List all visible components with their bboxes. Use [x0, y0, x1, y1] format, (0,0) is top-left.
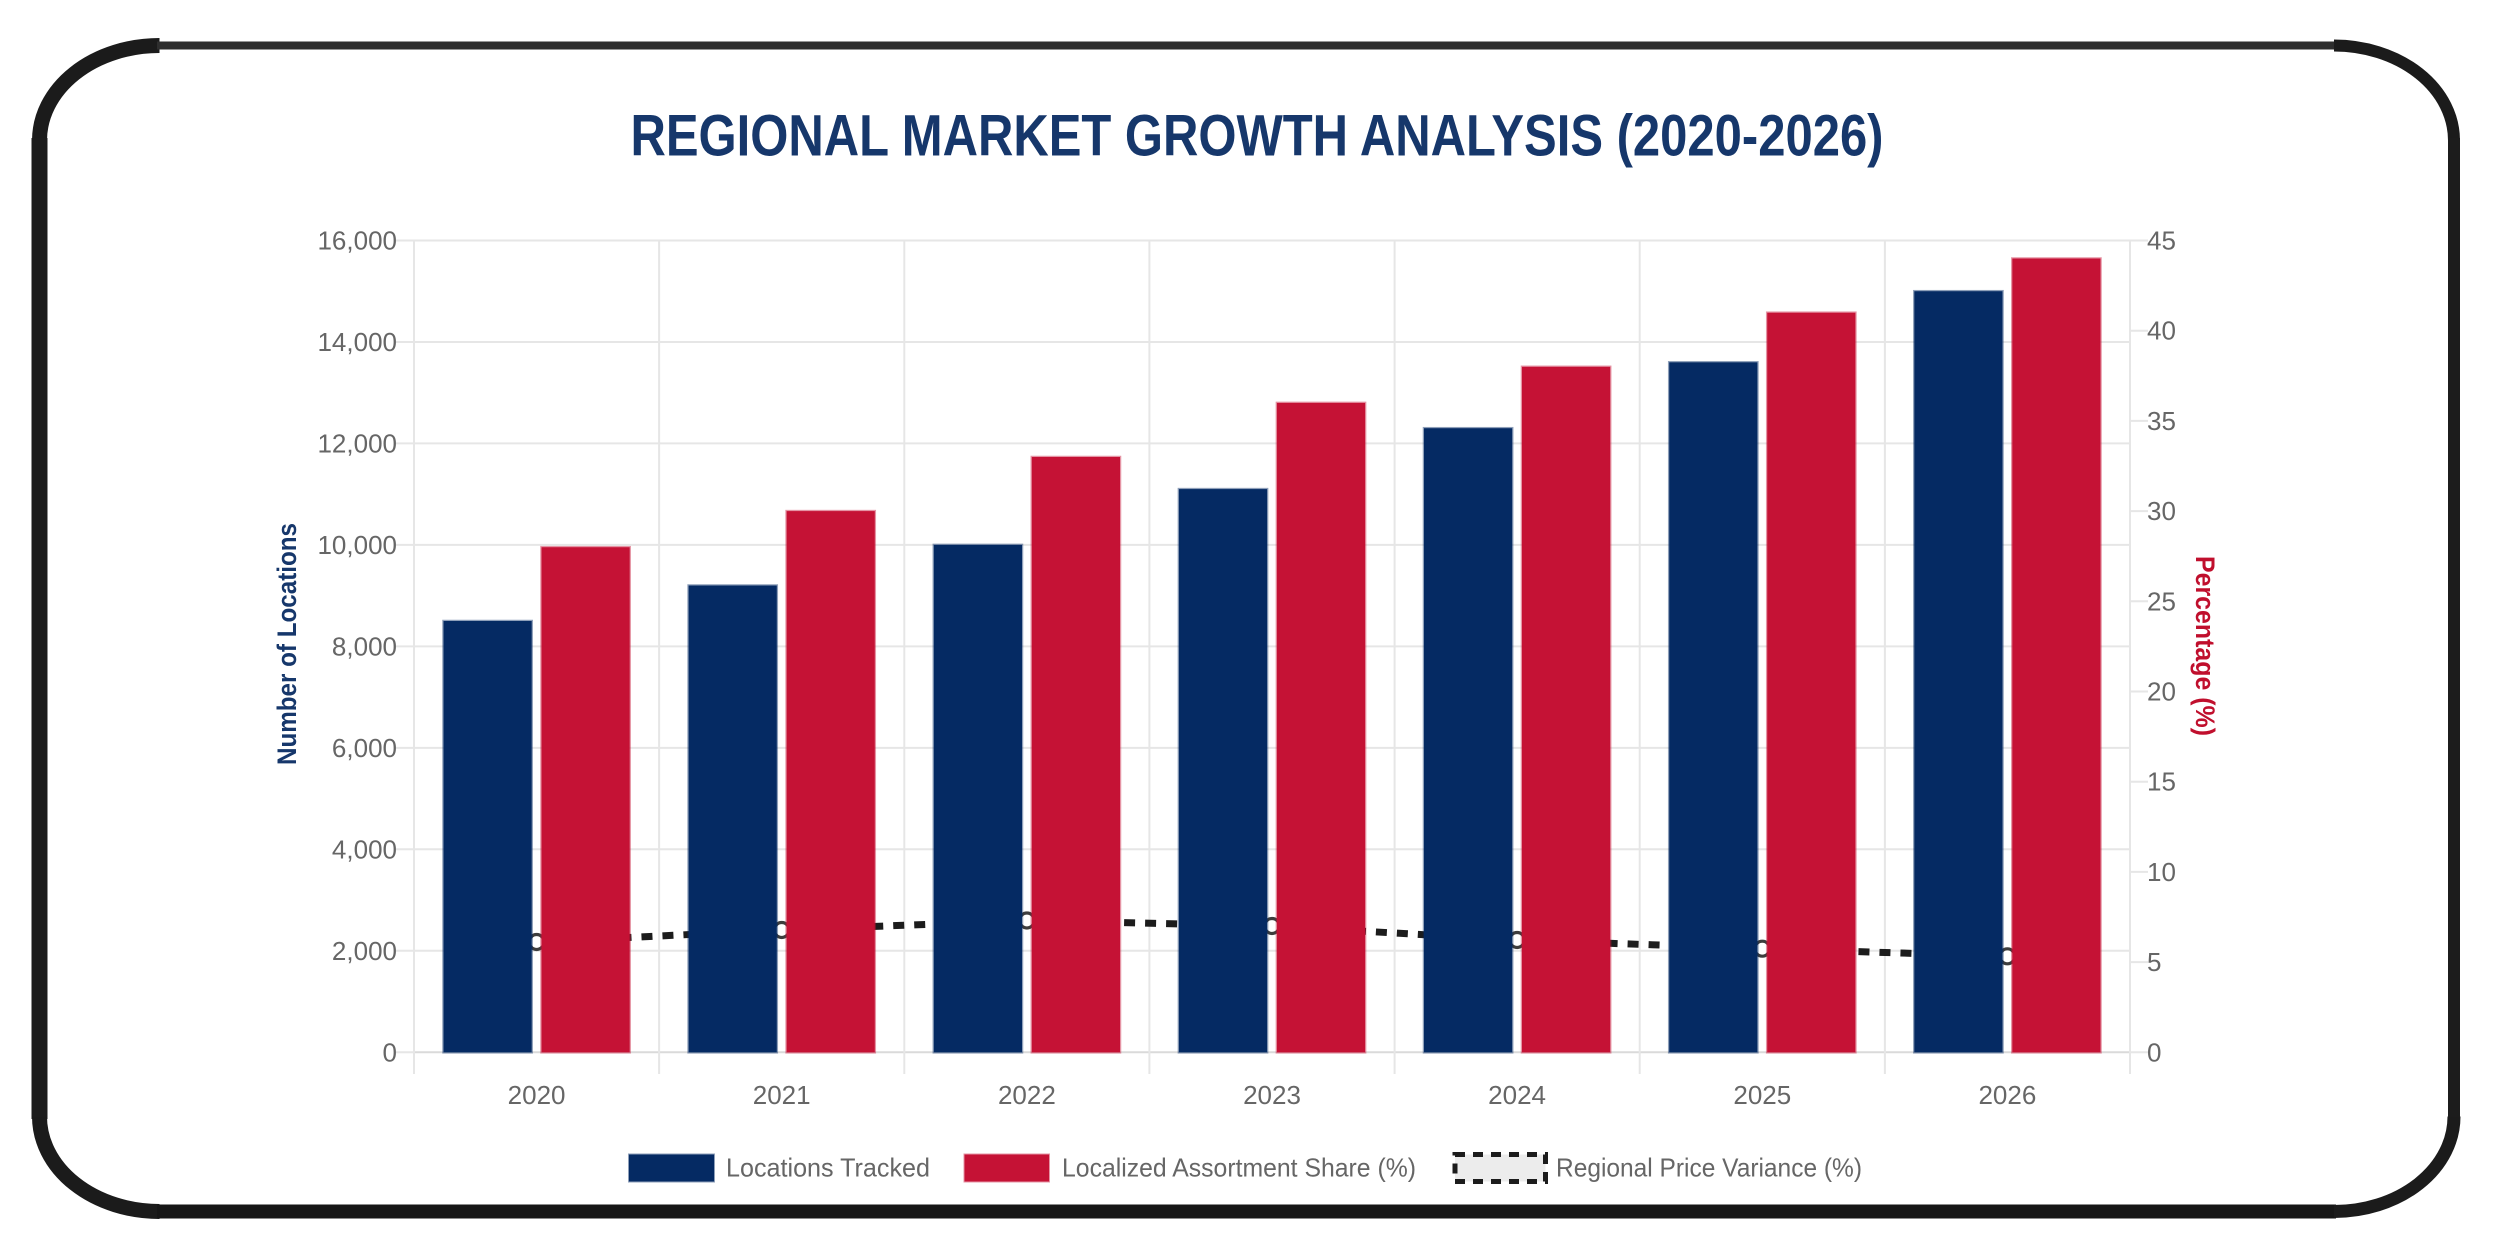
svg-text:2023: 2023: [1243, 1080, 1301, 1110]
svg-text:0: 0: [383, 1037, 397, 1067]
svg-text:REGIONAL MARKET GROWTH ANALYSI: REGIONAL MARKET GROWTH ANALYSIS (2020-20…: [631, 104, 1884, 169]
svg-text:20: 20: [2147, 677, 2176, 707]
svg-text:2020: 2020: [508, 1080, 566, 1110]
svg-text:40: 40: [2147, 316, 2176, 346]
svg-text:4,000: 4,000: [332, 834, 397, 864]
svg-text:12,000: 12,000: [317, 428, 397, 458]
svg-text:0: 0: [2147, 1037, 2161, 1067]
svg-text:2026: 2026: [1978, 1080, 2036, 1110]
svg-text:10: 10: [2147, 857, 2176, 887]
svg-text:14,000: 14,000: [317, 327, 397, 357]
svg-text:30: 30: [2147, 496, 2176, 526]
svg-text:Number of Locations: Number of Locations: [272, 523, 302, 765]
svg-text:25: 25: [2147, 586, 2176, 616]
svg-text:Locations Tracked: Locations Tracked: [726, 1153, 930, 1183]
svg-text:5: 5: [2147, 947, 2161, 977]
svg-text:Percentage (%): Percentage (%): [2190, 556, 2220, 736]
svg-text:Localized Assortment Share (%): Localized Assortment Share (%): [1062, 1153, 1416, 1183]
svg-text:2021: 2021: [753, 1080, 811, 1110]
svg-text:8,000: 8,000: [332, 631, 397, 661]
svg-text:45: 45: [2147, 226, 2176, 256]
svg-text:6,000: 6,000: [332, 733, 397, 763]
svg-text:16,000: 16,000: [317, 226, 397, 256]
svg-text:35: 35: [2147, 406, 2176, 436]
svg-text:2024: 2024: [1488, 1080, 1546, 1110]
svg-text:2022: 2022: [998, 1080, 1056, 1110]
svg-text:Regional Price Variance (%): Regional Price Variance (%): [1556, 1153, 1862, 1183]
svg-text:10,000: 10,000: [317, 530, 397, 560]
svg-text:2,000: 2,000: [332, 936, 397, 966]
svg-text:15: 15: [2147, 767, 2176, 797]
svg-text:2025: 2025: [1733, 1080, 1791, 1110]
